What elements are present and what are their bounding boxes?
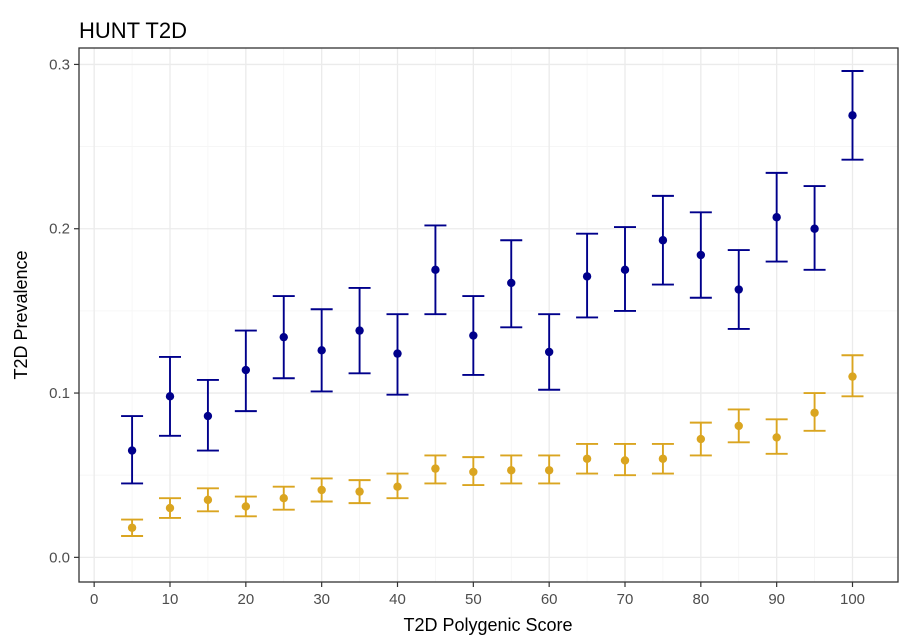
x-tick-label: 20 [237,591,254,608]
data-point [279,332,288,342]
data-point [241,502,251,511]
data-point [544,466,554,475]
x-tick-label: 70 [617,591,634,608]
data-point [582,272,592,281]
data-point [658,454,668,463]
data-point [507,278,516,288]
series-1 [121,70,864,485]
x-tick-label: 100 [840,591,865,608]
data-point [279,494,288,503]
data-point [431,464,440,473]
x-tick-label: 50 [465,591,482,608]
data-point [393,482,402,491]
data-point [696,250,706,260]
y-tick-label: 0.0 [49,549,70,566]
data-point [507,466,516,475]
y-tick-label: 0.2 [49,221,70,238]
data-point [696,434,706,444]
data-point [317,485,326,495]
data-point [848,111,857,120]
x-tick-label: 40 [389,591,406,608]
data-point [317,346,326,355]
data-point [582,454,592,463]
data-point [469,467,478,477]
y-tick-label: 0.3 [49,56,70,73]
data-point [658,236,668,245]
x-tick-label: 0 [90,591,98,608]
data-point [772,433,781,442]
x-axis-title: T2D Polygenic Score [403,615,572,635]
data-point [355,487,364,496]
data-point [165,503,175,513]
data-point [165,392,175,401]
series-2 [121,354,864,537]
data-point [241,365,251,375]
data-point [772,213,781,222]
data-point [203,495,213,505]
data-point [620,265,630,275]
data-point [469,331,478,340]
x-tick-label: 30 [313,591,330,608]
data-point [734,421,743,431]
data-point [620,456,630,465]
data-point [393,349,402,358]
y-tick-label: 0.1 [49,385,70,402]
data-point [203,411,213,421]
data-point [127,523,137,532]
y-axis-title: T2D Prevalence [11,250,31,379]
x-tick-label: 10 [162,591,179,608]
data-point [431,265,440,275]
data-point [810,224,819,233]
data-point [127,446,137,455]
chart-title: HUNT T2D [79,18,187,43]
data-point [848,372,857,381]
data-point [544,347,554,357]
x-tick-label: 80 [692,591,709,608]
data-point [355,326,364,335]
series [121,70,864,537]
x-tick-label: 60 [541,591,558,608]
panel-border [78,47,899,583]
axes: 0 10 20 30 40 50 60 70 80 90 100 0.0 0.1 0.2 0.3 [49,56,865,608]
data-point [734,285,743,294]
x-tick-label: 90 [768,591,785,608]
data-point [810,408,819,417]
